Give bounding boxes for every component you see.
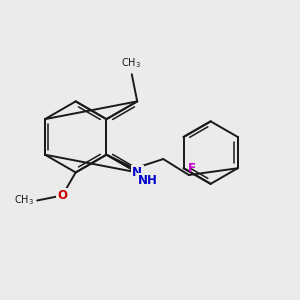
Text: F: F [188,162,196,175]
Text: CH$_3$: CH$_3$ [14,194,34,207]
Text: CH$_3$: CH$_3$ [121,57,141,70]
Text: N: N [132,166,142,179]
Text: NH: NH [138,174,158,187]
Text: O: O [57,189,67,202]
